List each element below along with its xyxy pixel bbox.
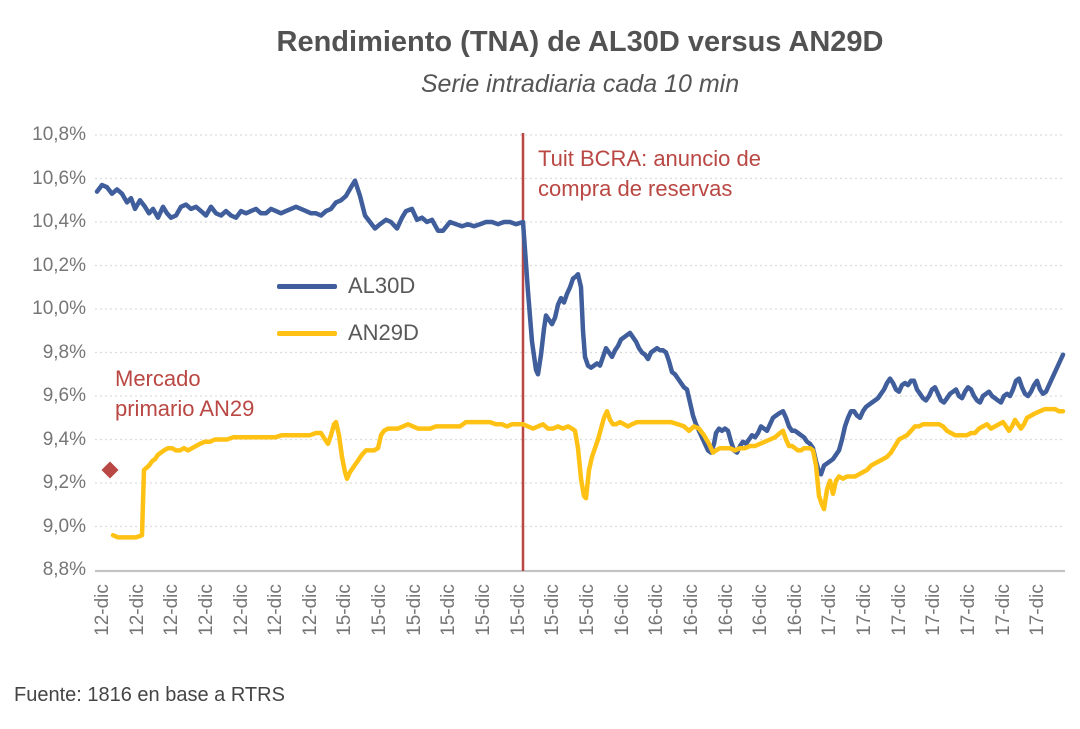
y-tick-label: 10,8% bbox=[32, 124, 86, 145]
y-tick-label: 10,2% bbox=[32, 254, 86, 276]
legend-item-al30d: AL30D bbox=[277, 273, 415, 299]
x-tick-label: 16-dic bbox=[611, 584, 633, 636]
primary-market-diamond-marker bbox=[101, 461, 119, 479]
an29d-legend-swatch bbox=[277, 330, 337, 336]
source-note: Fuente: 1816 en base a RTRS bbox=[14, 684, 285, 706]
an29d-series-line bbox=[110, 406, 1066, 540]
x-tick-label: 15-dic bbox=[576, 584, 598, 636]
x-tick-label: 17-dic bbox=[854, 584, 876, 636]
x-tick-label: 12-dic bbox=[161, 584, 183, 636]
y-tick-label: 9,2% bbox=[42, 472, 86, 493]
y-tick-label: 10,0% bbox=[32, 298, 86, 319]
x-tick-label: 17-dic bbox=[888, 584, 910, 636]
primary-market-line2: primario AN29 bbox=[115, 396, 255, 421]
page-subtitle: Serie intradiaria cada 10 min bbox=[420, 70, 740, 98]
x-tick-label: 17-dic bbox=[992, 584, 1014, 636]
x-tick-label: 16-dic bbox=[715, 584, 737, 636]
x-tick-label: 17-dic bbox=[958, 584, 979, 636]
an29d-legend-label: AN29D bbox=[348, 320, 419, 345]
tweet-annotation-line1: Tuit BCRA: anuncio de bbox=[538, 146, 761, 171]
y-tick-label: 9,8% bbox=[42, 341, 86, 363]
x-tick-label: 15-dic bbox=[542, 584, 564, 636]
x-tick-label: 15-dic bbox=[473, 584, 495, 636]
tweet-annotation-line2: compra de reservas bbox=[538, 176, 733, 201]
x-tick-label: 16-dic bbox=[784, 584, 806, 636]
x-tick-label: 17-dic bbox=[1027, 584, 1049, 636]
x-tick-label: 12-dic bbox=[126, 584, 148, 636]
al30d-series-line bbox=[94, 178, 1066, 477]
x-tick-label: 15-dic bbox=[334, 584, 356, 636]
x-tick-label: 12-dic bbox=[230, 584, 252, 636]
x-tick-label: 16-dic bbox=[750, 584, 772, 636]
x-tick-label: 17-dic bbox=[923, 584, 945, 636]
y-tick-label: 10,6% bbox=[32, 167, 86, 189]
y-tick-label: 8,8% bbox=[42, 559, 86, 580]
al30d-legend-label: AL30D bbox=[348, 273, 416, 298]
y-tick-label: 9,0% bbox=[42, 515, 86, 537]
x-tick-label: 15-dic bbox=[403, 584, 425, 636]
x-tick-label: 12-dic bbox=[92, 584, 113, 636]
x-tick-label: 16-dic bbox=[680, 584, 702, 636]
x-tick-label: 15-dic bbox=[369, 584, 391, 636]
x-tick-label: 17-dic bbox=[819, 584, 841, 636]
x-tick-label: 12-dic bbox=[265, 584, 287, 636]
legend-item-an29d: AN29D bbox=[277, 320, 419, 346]
y-tick-label: 9,4% bbox=[42, 428, 86, 450]
primary-market-line1: Mercado bbox=[115, 366, 201, 391]
x-tick-label: 15-dic bbox=[438, 584, 460, 636]
x-tick-label: 12-dic bbox=[299, 584, 321, 636]
y-tick-label: 10,4% bbox=[32, 211, 86, 232]
tweet-annotation: Tuit BCRA: anuncio de compra de reservas bbox=[538, 144, 761, 204]
y-tick-label: 9,6% bbox=[42, 385, 86, 406]
x-tick-label: 15-dic bbox=[507, 584, 529, 636]
primary-market-annotation: Mercado primario AN29 bbox=[115, 364, 254, 424]
x-tick-label: 12-dic bbox=[195, 584, 217, 636]
al30d-legend-swatch bbox=[277, 283, 337, 289]
x-tick-label: 16-dic bbox=[646, 584, 668, 636]
page-title: Rendimiento (TNA) de AL30D versus AN29D bbox=[276, 26, 884, 58]
